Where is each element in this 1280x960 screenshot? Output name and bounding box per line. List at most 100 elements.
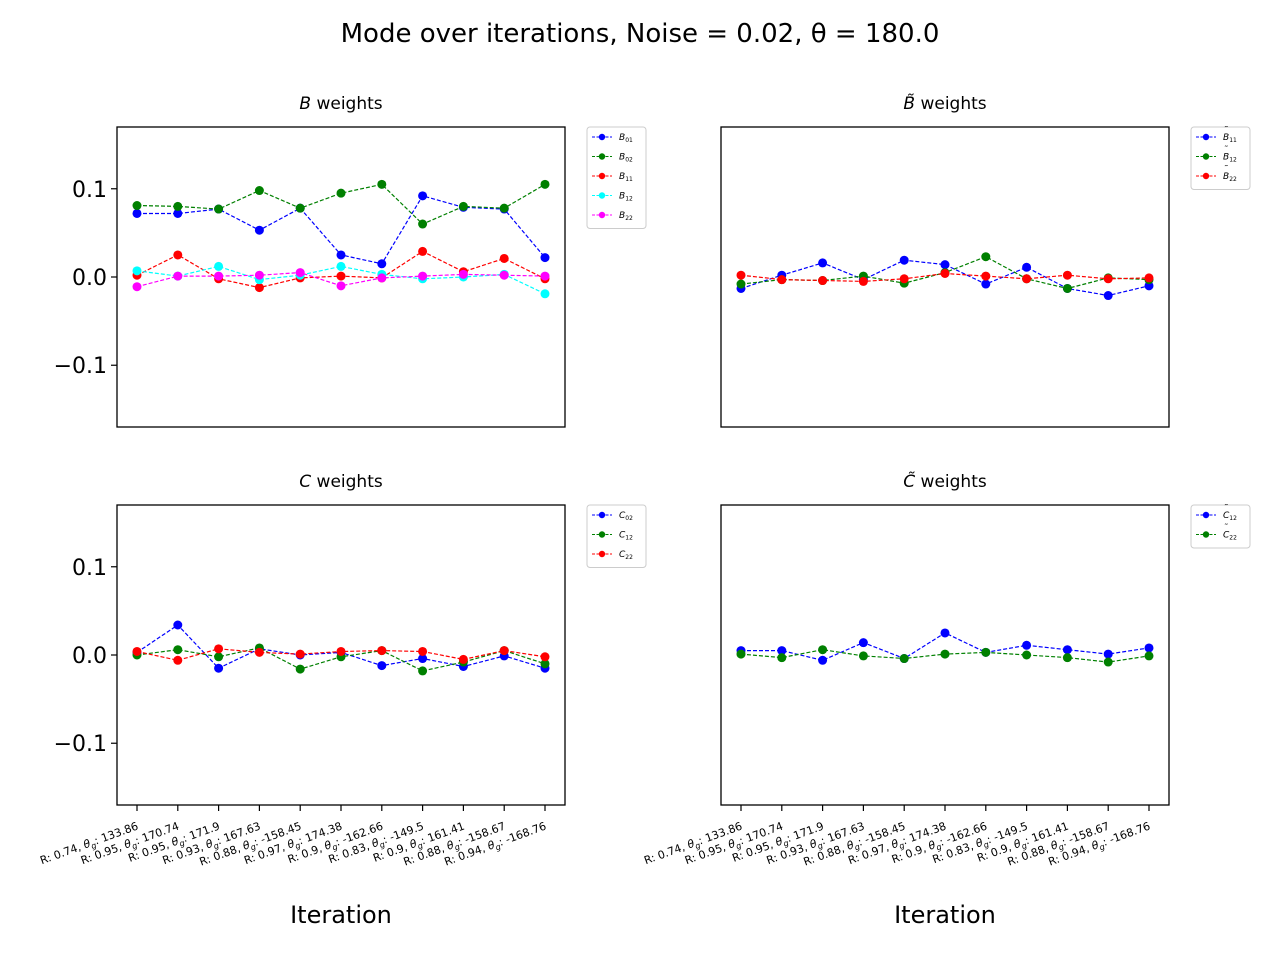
data-point	[173, 201, 183, 211]
data-point	[214, 204, 224, 214]
data-point	[418, 654, 428, 664]
legend-item: C12	[592, 531, 633, 542]
data-point	[899, 274, 909, 284]
y-tick-label: 0.1	[72, 178, 107, 203]
data-point	[173, 655, 183, 665]
data-point	[940, 628, 950, 638]
data-point	[214, 652, 224, 662]
axes-frame	[720, 126, 1170, 428]
legend-label: B11	[619, 172, 633, 183]
data-point	[214, 644, 224, 654]
data-point	[736, 649, 746, 659]
legend-item: B22	[592, 211, 633, 222]
data-point	[458, 654, 468, 664]
legend: C02 C12 C22	[586, 504, 647, 568]
series-line	[136, 624, 546, 669]
data-point	[336, 281, 346, 291]
legend: B01 B02 B11 B12 B22	[586, 126, 647, 229]
data-point	[418, 646, 428, 656]
data-point	[540, 179, 550, 189]
data-point	[173, 208, 183, 218]
data-point	[899, 255, 909, 265]
legend-label: B11	[1223, 133, 1237, 144]
subplot-title: B̃ weights	[903, 93, 986, 114]
data-point	[377, 661, 387, 671]
legend-marker	[1202, 172, 1210, 180]
subplot-title: C̃ weights	[903, 471, 987, 492]
data-point	[132, 201, 142, 211]
data-point	[540, 271, 550, 281]
data-point	[940, 260, 950, 270]
data-point	[1103, 274, 1113, 284]
x-axis-label: Iteration	[894, 901, 996, 929]
data-point	[858, 651, 868, 661]
data-point	[214, 663, 224, 673]
series-b-01	[132, 191, 550, 269]
data-point	[295, 203, 305, 213]
data-point	[1062, 270, 1072, 280]
y-tick-label: −0.1	[54, 354, 107, 379]
data-point	[1144, 651, 1154, 661]
legend-label: B22	[1223, 172, 1237, 183]
legend-tilde-mark: ˜	[1224, 126, 1229, 136]
legend-box	[1190, 504, 1251, 549]
legend-tilde-mark: ˜	[1224, 146, 1229, 156]
data-point	[540, 652, 550, 662]
legend-label: C22	[619, 550, 633, 561]
legend-marker	[598, 192, 606, 199]
y-tick-label: 0.0	[72, 644, 107, 669]
data-point	[736, 270, 746, 280]
data-point	[1103, 291, 1113, 301]
legend-tilde-mark: ˜	[1224, 165, 1229, 175]
subplot-title: C weights	[299, 472, 383, 492]
data-point	[1022, 640, 1032, 650]
data-point	[173, 271, 183, 281]
data-point	[418, 191, 428, 201]
data-point	[214, 271, 224, 281]
data-point	[336, 261, 346, 271]
series-c-tilde-12	[736, 628, 1154, 665]
legend-marker	[598, 531, 606, 538]
data-point	[295, 268, 305, 278]
data-point	[540, 253, 550, 263]
legend-label: C02	[619, 511, 633, 522]
data-point	[499, 253, 509, 263]
y-tick-label: −0.1	[54, 732, 107, 757]
data-point	[377, 646, 387, 656]
data-point	[377, 259, 387, 269]
data-point	[777, 653, 787, 663]
legend-marker	[598, 511, 606, 519]
legend-item: B01	[592, 133, 633, 144]
data-point	[499, 646, 509, 656]
data-point	[1022, 274, 1032, 284]
series-c-22	[132, 644, 550, 665]
legend-label: B01	[619, 133, 633, 144]
data-point	[1144, 281, 1154, 291]
legend-label: B02	[619, 153, 633, 164]
data-point	[818, 645, 828, 655]
data-point	[899, 654, 909, 664]
subplot-title: B weights	[299, 94, 382, 114]
series-c-tilde-22	[736, 645, 1154, 667]
data-point	[254, 283, 264, 293]
series-b-02	[132, 179, 550, 229]
legend-item: C22˜	[1196, 524, 1237, 542]
data-point	[418, 271, 428, 281]
legend-label: C22	[1223, 531, 1237, 542]
legend-item: B22˜	[1196, 165, 1237, 183]
data-point	[336, 188, 346, 198]
legend-label: B12	[1223, 153, 1237, 164]
data-point	[458, 269, 468, 279]
series-line	[136, 265, 546, 295]
data-point	[540, 289, 550, 299]
legend-marker	[598, 153, 606, 160]
data-point	[858, 276, 868, 286]
legend-item: C22	[592, 550, 633, 561]
data-point	[1022, 650, 1032, 660]
legend-item: B12˜	[1196, 146, 1237, 164]
x-axis-label: Iteration	[290, 901, 392, 929]
legend-marker	[598, 133, 606, 141]
data-point	[377, 273, 387, 283]
data-point	[981, 252, 991, 262]
